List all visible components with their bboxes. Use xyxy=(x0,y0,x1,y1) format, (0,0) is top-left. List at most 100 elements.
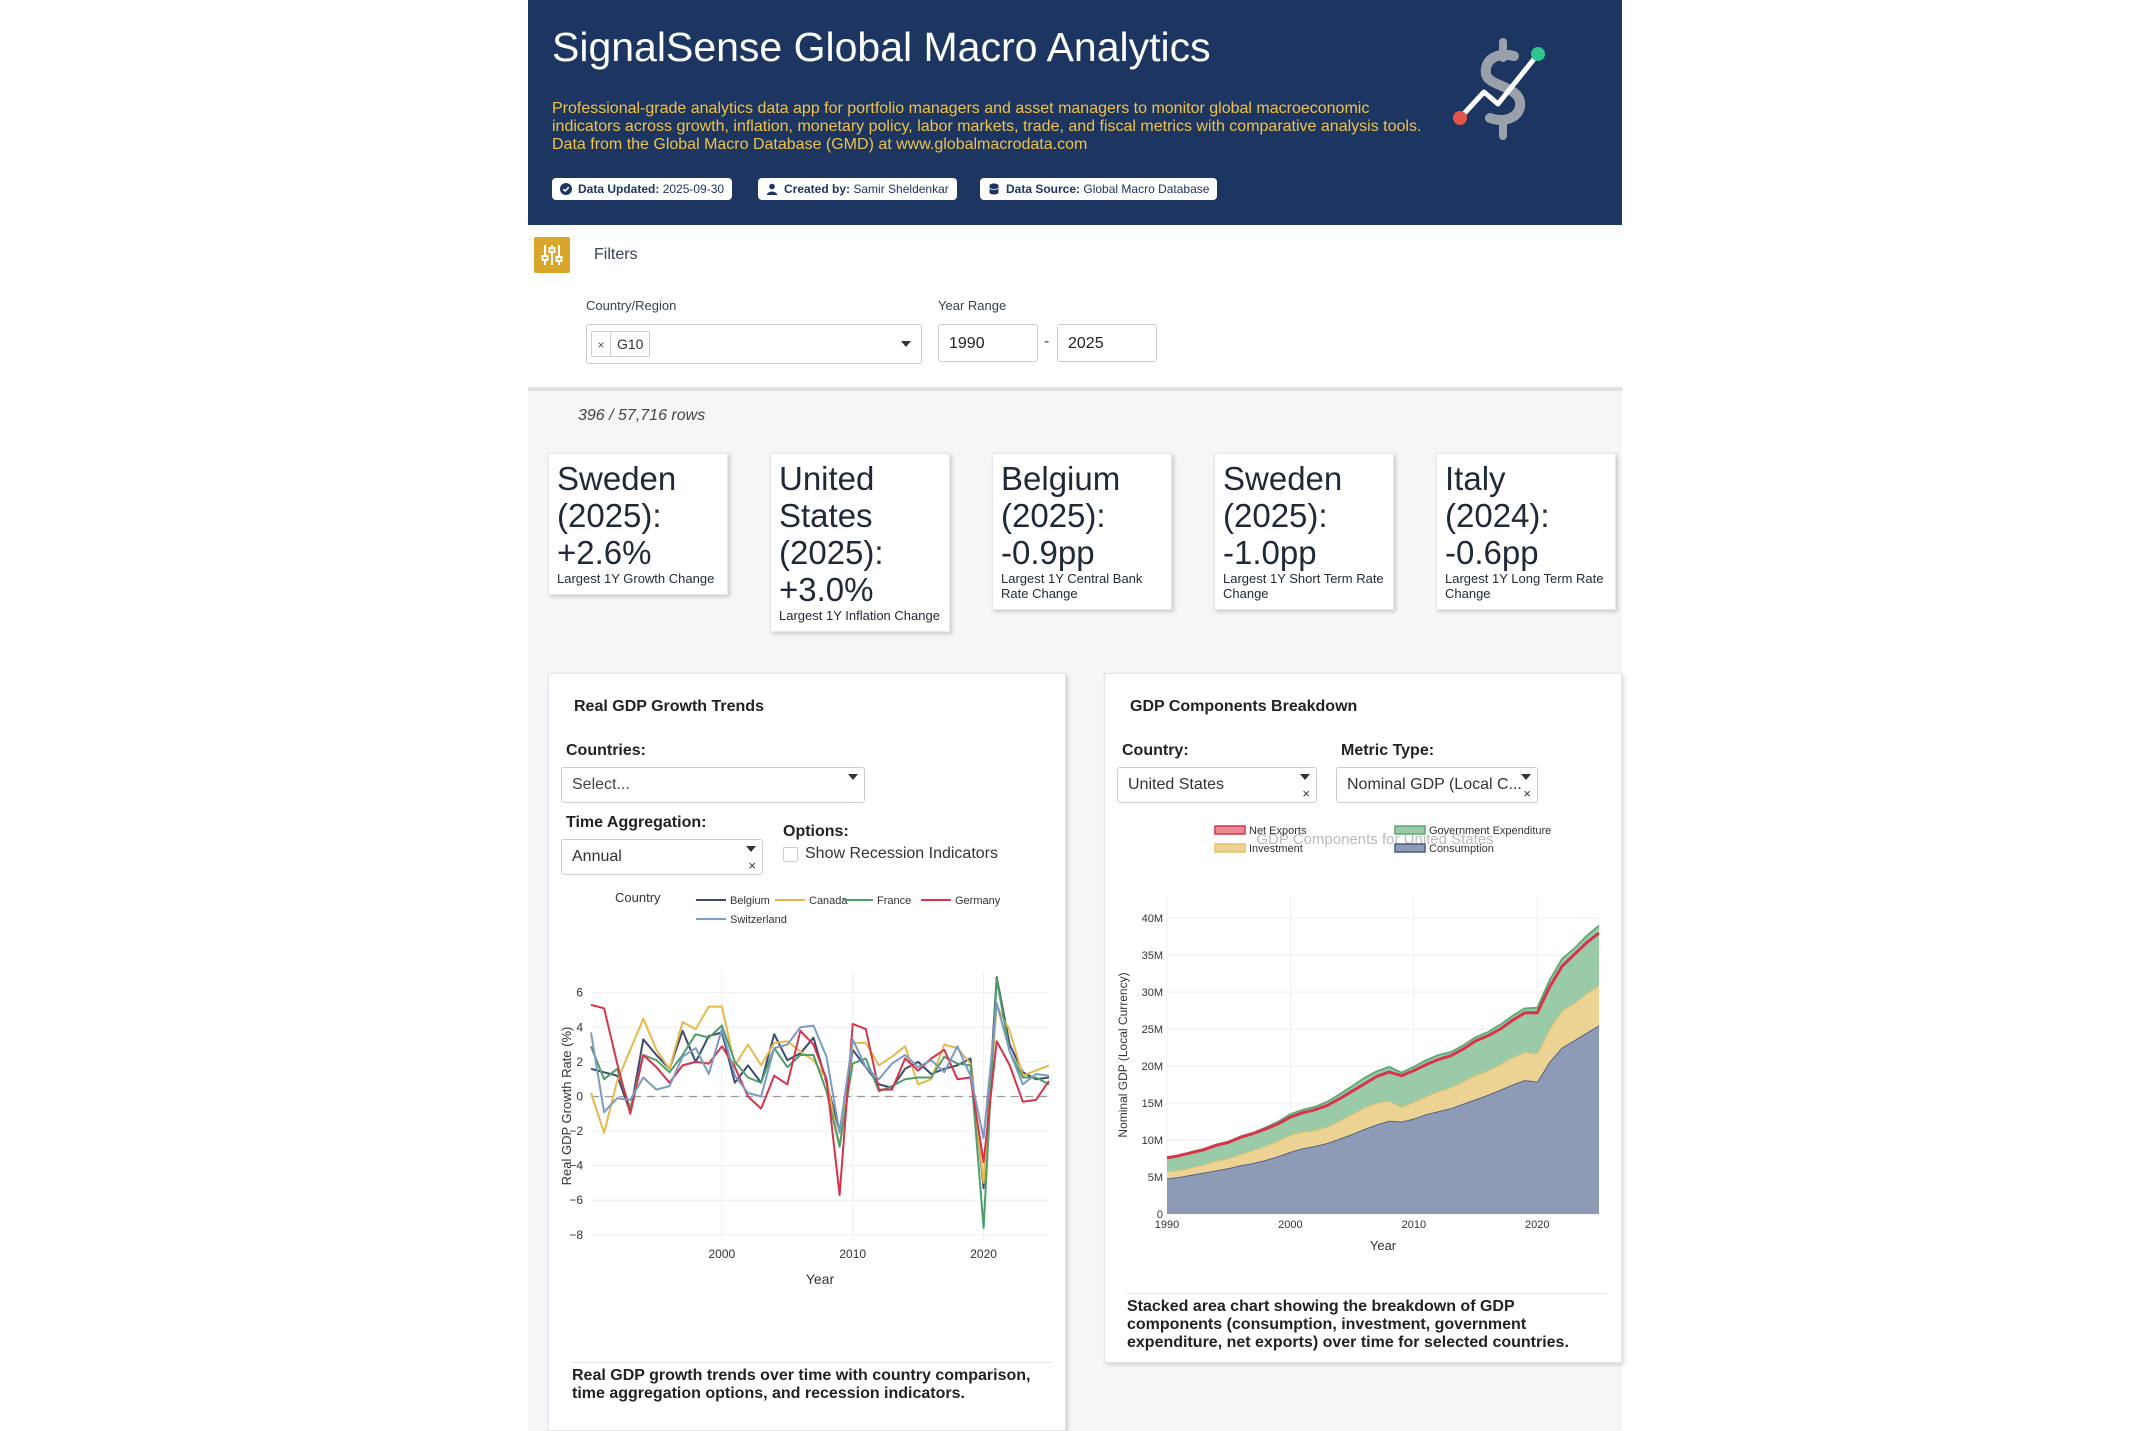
y-tick-label: 0 xyxy=(576,1089,583,1103)
country-region-label: Country/Region xyxy=(586,298,677,313)
legend-label: Government Expenditure xyxy=(1429,825,1551,837)
gdp-growth-line-chart: 2000 2010 2020 −8 −6 −4 −2 0 2 4 6 Year Real GDP Gro… xyxy=(559,890,1050,1287)
area-consumption xyxy=(1167,1025,1599,1214)
country-value: United States xyxy=(1128,776,1225,793)
clear-icon[interactable]: × xyxy=(1523,786,1531,801)
kpi-card: Italy (2024): -0.6pp Largest 1Y Long Ter… xyxy=(1436,453,1616,610)
x-axis-title: Year xyxy=(1370,1238,1397,1253)
country-label: Country: xyxy=(1122,742,1189,759)
badge-key: Created by: xyxy=(784,182,851,196)
sliders-icon[interactable] xyxy=(534,237,570,273)
kpi-value: Sweden (2025): -1.0pp xyxy=(1223,460,1343,571)
chevron-down-icon[interactable] xyxy=(848,774,858,780)
year-from-input[interactable]: 1990 xyxy=(938,324,1038,362)
row-count: 396 / 57,716 rows xyxy=(578,407,706,424)
legend-title: Country xyxy=(615,890,661,905)
metric-type-value: Nominal GDP (Local C... xyxy=(1347,776,1522,793)
y-tick-label: −6 xyxy=(569,1193,583,1207)
series-line-france xyxy=(590,977,1050,1229)
clear-icon[interactable]: × xyxy=(1302,786,1310,801)
legend-label: Switzerland xyxy=(730,914,787,926)
countries-placeholder: Select... xyxy=(572,776,630,793)
header-banner: SignalSense Global Macro Analytics Profe… xyxy=(528,0,1622,225)
options-label: Options: xyxy=(783,823,849,840)
gdp-components-area-chart: 0 5M 10M 15M 20M 25M 30M 35M 40M 1990 2000 2010 2020… xyxy=(1116,825,1600,1253)
y-axis-title: Real GDP Growth Rate (%) xyxy=(559,1027,574,1186)
year-to-input[interactable]: 2025 xyxy=(1057,324,1157,362)
y-tick-label: 4 xyxy=(576,1020,583,1034)
legend-label: Consumption xyxy=(1429,843,1494,855)
gdp-components-title: GDP Components Breakdown xyxy=(1130,698,1358,715)
series-line-switzerland xyxy=(590,1002,1050,1139)
user-icon xyxy=(766,183,778,195)
area-investment xyxy=(1167,985,1599,1179)
y-tick-label: 15M xyxy=(1142,1098,1163,1110)
badge-data-source: Data Source: Global Macro Database xyxy=(980,178,1218,200)
dashboard-content: 396 / 57,716 rows Sweden (2025): +2.6% L… xyxy=(528,391,1622,1431)
filters-title[interactable]: Filters xyxy=(594,246,638,263)
check-circle-icon xyxy=(560,183,572,195)
app-root: SignalSense Global Macro Analytics Profe… xyxy=(528,0,1622,1431)
legend-swatch xyxy=(1394,843,1426,853)
database-icon xyxy=(989,183,999,195)
year-separator: - xyxy=(1044,333,1050,350)
y-tick-label: 20M xyxy=(1142,1061,1163,1073)
clear-icon[interactable]: × xyxy=(748,858,756,873)
x-tick-label: 1990 xyxy=(1155,1219,1179,1231)
countries-select[interactable]: Select... xyxy=(561,767,865,803)
badge-key: Data Updated: xyxy=(578,182,660,196)
time-aggregation-select[interactable]: Annual × xyxy=(561,839,763,875)
x-tick-label: 2000 xyxy=(1278,1219,1302,1231)
kpi-label: Largest 1Y Central Bank Rate Change xyxy=(1001,571,1143,601)
kpi-value: Belgium (2025): -0.9pp xyxy=(1001,460,1121,571)
series-line-germany xyxy=(590,1003,1050,1196)
chevron-down-icon[interactable] xyxy=(1300,774,1310,780)
y-tick-label: 6 xyxy=(576,986,583,1000)
kpi-label: Largest 1Y Long Term Rate Change xyxy=(1445,571,1604,601)
gdp-growth-card: Real GDP Growth Trends Countries: Select… xyxy=(548,673,1066,1431)
kpi-label: Largest 1Y Short Term Rate Change xyxy=(1223,571,1384,601)
chevron-down-icon[interactable] xyxy=(901,341,911,347)
x-tick-label: 2020 xyxy=(1525,1219,1549,1231)
chip-label: G10 xyxy=(617,336,644,352)
chevron-down-icon[interactable] xyxy=(746,846,756,852)
legend-label: Investment xyxy=(1249,843,1303,855)
y-tick-label: −4 xyxy=(569,1159,583,1173)
y-axis-title: Nominal GDP (Local Currency) xyxy=(1116,972,1130,1137)
kpi-card: Belgium (2025): -0.9pp Largest 1Y Centra… xyxy=(992,453,1172,610)
gdp-components-note: Stacked area chart showing the breakdown… xyxy=(1127,1293,1607,1352)
chip-remove-button[interactable]: × xyxy=(592,333,611,357)
badge-value: Global Macro Database xyxy=(1083,182,1210,196)
y-tick-label: 35M xyxy=(1142,950,1163,962)
y-tick-label: −8 xyxy=(569,1228,583,1242)
x-tick-label: 2000 xyxy=(709,1247,736,1261)
kpi-label: Largest 1Y Inflation Change xyxy=(779,608,940,623)
y-tick-label: 2 xyxy=(576,1055,583,1069)
badge-data-updated: Data Updated: 2025-09-30 xyxy=(552,178,733,200)
y-tick-label: 40M xyxy=(1142,913,1163,925)
country-select[interactable]: United States × xyxy=(1117,767,1317,803)
metric-type-select[interactable]: Nominal GDP (Local C... × xyxy=(1336,767,1538,803)
y-tick-label: 10M xyxy=(1142,1135,1163,1147)
country-region-select[interactable]: × G10 xyxy=(586,324,922,364)
recession-checkbox[interactable] xyxy=(783,847,798,862)
kpi-value: Italy (2024): -0.6pp xyxy=(1445,460,1550,571)
x-tick-label: 2010 xyxy=(839,1247,866,1261)
series-line-net-exports xyxy=(1166,931,1600,1160)
legend-label: Canada xyxy=(809,895,848,907)
legend-label: Germany xyxy=(955,895,1001,907)
chevron-down-icon[interactable] xyxy=(1521,774,1531,780)
y-tick-label: 30M xyxy=(1142,987,1163,999)
legend-swatch xyxy=(1214,825,1246,835)
recession-label[interactable]: Show Recession Indicators xyxy=(805,845,998,862)
app-title: SignalSense Global Macro Analytics xyxy=(552,24,1211,70)
section-divider xyxy=(528,387,1622,391)
kpi-value: United States (2025): +3.0% xyxy=(779,460,884,608)
kpi-card: United States (2025): +3.0% Largest 1Y I… xyxy=(770,453,950,632)
legend-swatch xyxy=(1214,843,1246,853)
kpi-value: Sweden (2025): +2.6% xyxy=(557,460,677,571)
badge-value: Samir Sheldenkar xyxy=(853,182,949,196)
legend-label: Belgium xyxy=(730,895,770,907)
area-government-expenditure xyxy=(1167,925,1599,1172)
dollar-signal-logo xyxy=(1453,38,1545,140)
